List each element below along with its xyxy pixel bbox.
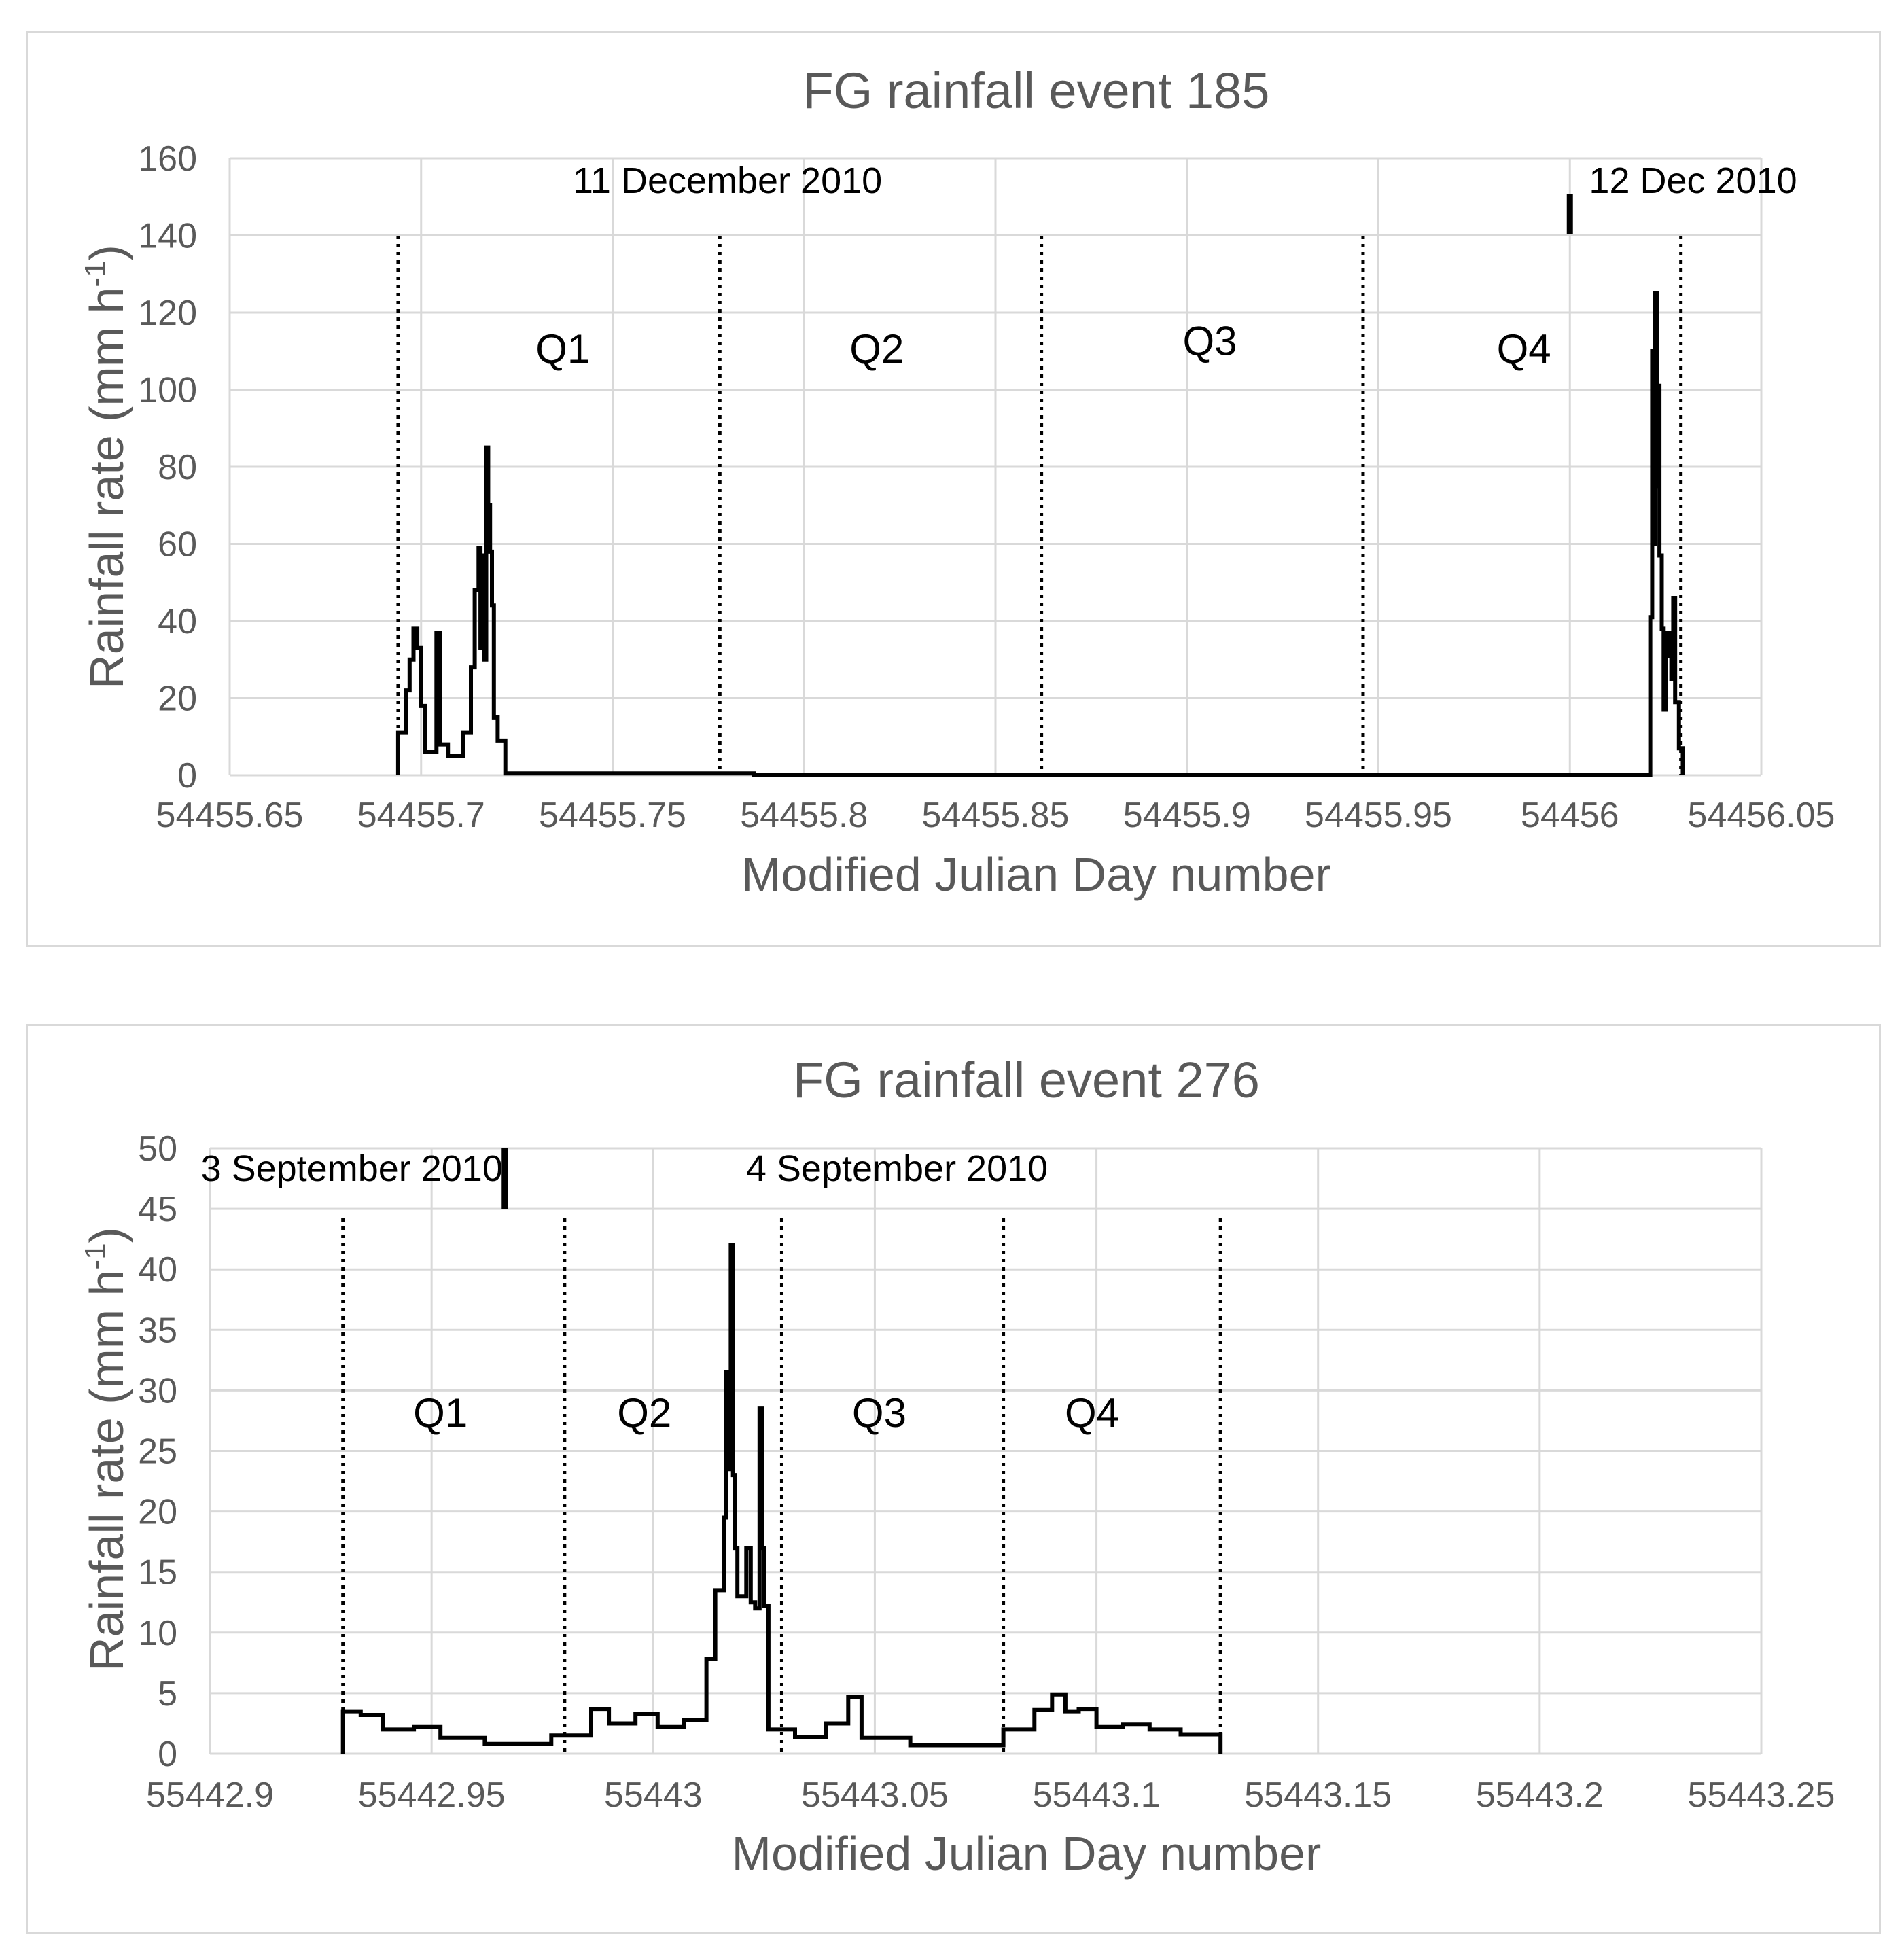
x-tick-label: 54455.7	[357, 796, 485, 835]
rainfall-series-line	[395, 291, 1685, 777]
quartile-label: Q2	[849, 326, 904, 372]
x-tick-label: 55443.25	[1688, 1775, 1835, 1815]
y-axis-label-text: Rainfall rate (mm h	[80, 287, 133, 689]
y-tick-label: 140	[138, 217, 197, 256]
rainfall-series-line	[340, 1243, 1223, 1754]
x-axis-label: Modified Julian Day number	[732, 1827, 1322, 1880]
y-tick-label: 20	[158, 679, 197, 719]
y-tick-label: 30	[138, 1371, 177, 1411]
x-tick-label: 55443.15	[1244, 1775, 1392, 1815]
chart-title: FG rainfall event 276	[793, 1052, 1260, 1108]
x-tick-label: 55443.2	[1476, 1775, 1604, 1815]
y-tick-label: 45	[138, 1190, 177, 1229]
date-label: 3 September 2010	[201, 1148, 503, 1189]
quartile-label: Q3	[852, 1390, 906, 1436]
y-axis-label-superscript: -1	[79, 1243, 112, 1269]
y-tick-label: 120	[138, 294, 197, 333]
x-tick-label: 54456.05	[1688, 796, 1835, 835]
x-tick-label: 54455.75	[539, 796, 686, 835]
date-label: 12 Dec 2010	[1589, 160, 1797, 201]
y-axis-label-close: )	[80, 245, 133, 260]
y-tick-label: 0	[177, 756, 197, 796]
chart-event-185: FG rainfall event 185 0 20 40 60 80 100 120 140 1…	[79, 63, 1835, 901]
y-tick-label: 35	[138, 1311, 177, 1350]
x-tick-label: 54455.8	[740, 796, 868, 835]
y-tick-label: 20	[138, 1493, 177, 1532]
y-tick-label: 40	[138, 1250, 177, 1290]
x-tick-label: 54456	[1521, 796, 1619, 835]
y-tick-label: 40	[158, 602, 197, 641]
quartile-label: Q1	[535, 326, 590, 372]
quartile-label: Q3	[1183, 318, 1237, 364]
y-tick-label: 10	[138, 1614, 177, 1653]
date-label: 4 September 2010	[746, 1148, 1048, 1189]
y-tick-label: 80	[158, 448, 197, 487]
y-axis-label-close: )	[80, 1227, 133, 1243]
y-tick-label: 15	[138, 1553, 177, 1593]
chart-title: FG rainfall event 185	[803, 63, 1270, 119]
y-tick-label: 60	[158, 525, 197, 565]
x-tick-label: 54455.65	[156, 796, 304, 835]
y-tick-label: 50	[138, 1129, 177, 1169]
y-axis-label: Rainfall rate (mm h-1)	[79, 245, 133, 689]
x-axis-label: Modified Julian Day number	[741, 848, 1331, 901]
quartile-label: Q2	[617, 1390, 671, 1436]
y-axis-label-text: Rainfall rate (mm h	[80, 1270, 133, 1671]
x-tick-label: 54455.85	[922, 796, 1070, 835]
y-tick-label: 100	[138, 371, 197, 410]
x-tick-label: 55443	[604, 1775, 703, 1815]
x-tick-label: 54455.9	[1123, 796, 1251, 835]
quartile-label: Q1	[413, 1390, 468, 1436]
quartile-label: Q4	[1497, 326, 1551, 372]
chart-event-276: FG rainfall event 276 0 5 10 15 20 25 30 35 40 45 5…	[79, 1052, 1835, 1880]
chart-panel-event-185: FG rainfall event 185 0 20 40 60 80 100 120 140 1…	[26, 31, 1881, 947]
y-axis-label-superscript: -1	[79, 260, 112, 287]
x-tick-label: 54455.95	[1305, 796, 1452, 835]
x-tick-label: 55443.05	[801, 1775, 949, 1815]
y-axis-label: Rainfall rate (mm h-1)	[79, 1227, 133, 1671]
quartile-label: Q4	[1065, 1390, 1119, 1436]
chart-panel-event-276: FG rainfall event 276 0 5 10 15 20 25 30 35 40 45 5…	[26, 1024, 1881, 1934]
x-tick-label: 55442.9	[146, 1775, 274, 1815]
y-tick-label: 0	[158, 1735, 177, 1774]
y-tick-label: 25	[138, 1432, 177, 1472]
x-tick-label: 55442.95	[358, 1775, 506, 1815]
y-tick-label: 5	[158, 1674, 177, 1714]
x-tick-label: 55443.1	[1033, 1775, 1161, 1815]
date-label: 11 December 2010	[573, 160, 882, 201]
y-tick-label: 160	[138, 139, 197, 179]
